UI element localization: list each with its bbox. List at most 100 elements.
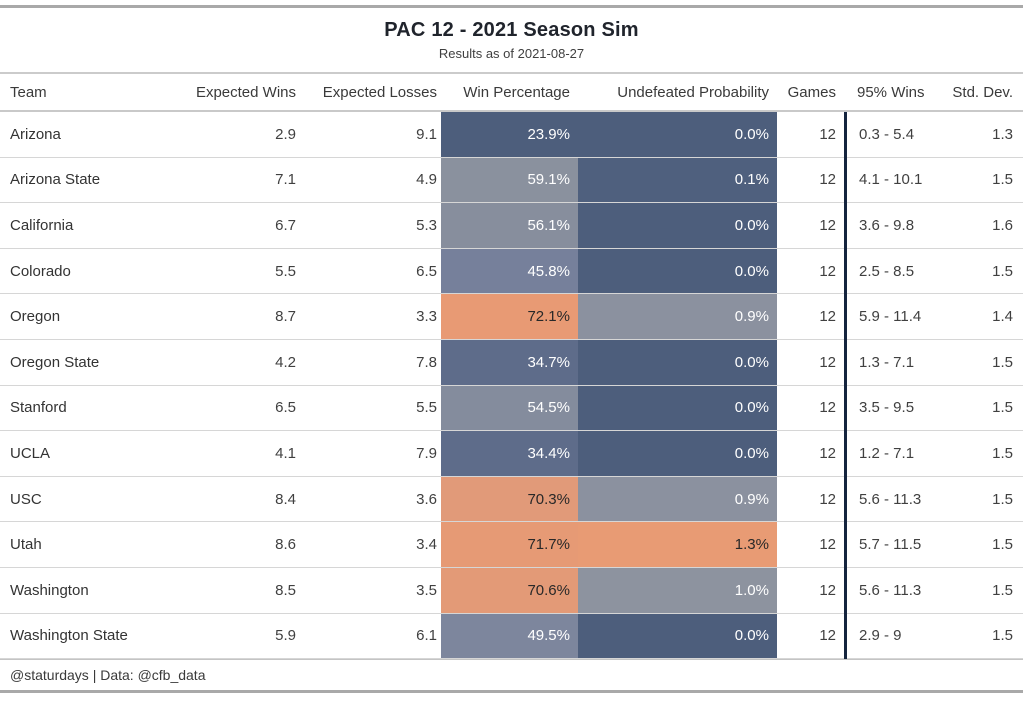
wins-95-range-cell: 0.3 - 5.4 <box>859 125 915 143</box>
expected-losses-cell: 3.4 <box>416 536 437 554</box>
games-cell: 12 <box>819 216 836 234</box>
std-dev-cell: 1.5 <box>992 262 1013 280</box>
team-name-cell: Arizona State <box>10 171 101 189</box>
table-row: Utah 8.6 3.4 71.7% 1.3% 12 5.7 - 11.5 1.… <box>0 522 1023 568</box>
games-cell: 12 <box>819 399 836 417</box>
undefeated-probability-cell: 1.3% <box>578 522 777 567</box>
expected-wins-cell: 5.9 <box>275 627 296 645</box>
games-cell: 12 <box>819 490 836 508</box>
wins-95-range-cell: 3.6 - 9.8 <box>859 216 915 234</box>
table-row: Arizona 2.9 9.1 23.9% 0.0% 12 0.3 - 5.4 … <box>0 112 1023 158</box>
table-row: Washington State 5.9 6.1 49.5% 0.0% 12 2… <box>0 613 1023 660</box>
games-cell: 12 <box>819 444 836 462</box>
page-subtitle: Results as of 2021-08-27 <box>438 46 585 61</box>
win-percentage-cell: 70.3% <box>441 476 578 522</box>
undefeated-probability-cell: 0.0% <box>578 203 777 248</box>
top-divider <box>0 5 1023 8</box>
table-row: California 6.7 5.3 56.1% 0.0% 12 3.6 - 9… <box>0 203 1023 249</box>
expected-wins-cell: 5.5 <box>275 262 296 280</box>
column-header-team: Team <box>10 83 47 101</box>
expected-losses-cell: 5.3 <box>416 216 437 234</box>
undefeated-probability-cell: 0.1% <box>578 157 777 203</box>
table-row: Oregon State 4.2 7.8 34.7% 0.0% 12 1.3 -… <box>0 339 1023 386</box>
wins-95-range-cell: 5.9 - 11.4 <box>859 308 922 326</box>
std-dev-cell: 1.5 <box>992 444 1013 462</box>
win-percentage-cell: 23.9% <box>441 112 578 157</box>
win-percentage-cell: 49.5% <box>441 613 578 659</box>
footer: @staturdays | Data: @cfb_data <box>0 660 1023 690</box>
wins-95-range-cell: 2.9 - 9 <box>859 627 902 645</box>
team-name-cell: USC <box>10 490 42 508</box>
table-row: Arizona State 7.1 4.9 59.1% 0.1% 12 4.1 … <box>0 157 1023 204</box>
credit-text: @staturdays | Data: @cfb_data <box>10 667 206 684</box>
std-dev-cell: 1.5 <box>992 399 1013 417</box>
page-title: PAC 12 - 2021 Season Sim <box>384 19 639 41</box>
games-cell: 12 <box>819 581 836 599</box>
wins-95-range-cell: 4.1 - 10.1 <box>859 171 923 189</box>
wins-95-range-cell: 5.7 - 11.5 <box>859 536 922 554</box>
expected-wins-cell: 4.2 <box>275 353 296 371</box>
expected-wins-cell: 4.1 <box>275 444 296 462</box>
undefeated-probability-cell: 0.0% <box>578 431 777 476</box>
table-row: USC 8.4 3.6 70.3% 0.9% 12 5.6 - 11.3 1.5 <box>0 476 1023 523</box>
column-header-expected-wins: Expected Wins <box>195 83 296 101</box>
expected-wins-cell: 8.4 <box>275 490 296 508</box>
expected-losses-cell: 4.9 <box>416 171 437 189</box>
expected-wins-cell: 7.1 <box>275 171 296 189</box>
win-percentage-cell: 34.7% <box>441 339 578 385</box>
win-percentage-cell: 59.1% <box>441 157 578 203</box>
win-percentage-cell: 70.6% <box>441 567 578 613</box>
column-header-std-dev: Std. Dev. <box>952 83 1013 101</box>
wins-95-range-cell: 2.5 - 8.5 <box>859 262 915 280</box>
expected-wins-cell: 2.9 <box>275 125 296 143</box>
expected-wins-cell: 8.6 <box>275 536 296 554</box>
table-row: Stanford 6.5 5.5 54.5% 0.0% 12 3.5 - 9.5… <box>0 385 1023 432</box>
expected-losses-cell: 7.9 <box>416 444 437 462</box>
season-sim-table: Team Expected Wins Expected Losses Win P… <box>0 74 1023 660</box>
undefeated-probability-cell: 1.0% <box>578 567 777 613</box>
win-percentage-cell: 45.8% <box>441 248 578 294</box>
expected-losses-cell: 3.6 <box>416 490 437 508</box>
team-name-cell: Stanford <box>10 399 67 417</box>
team-name-cell: Washington <box>10 581 89 599</box>
expected-wins-cell: 6.7 <box>275 216 296 234</box>
table-row: UCLA 4.1 7.9 34.4% 0.0% 12 1.2 - 7.1 1.5 <box>0 431 1023 477</box>
win-percentage-cell: 72.1% <box>441 294 578 339</box>
std-dev-cell: 1.5 <box>992 353 1013 371</box>
undefeated-probability-cell: 0.9% <box>578 294 777 339</box>
team-name-cell: Utah <box>10 536 42 554</box>
expected-wins-cell: 6.5 <box>275 399 296 417</box>
undefeated-probability-cell: 0.0% <box>578 339 777 385</box>
std-dev-cell: 1.6 <box>992 216 1013 234</box>
std-dev-cell: 1.5 <box>992 490 1013 508</box>
undefeated-probability-cell: 0.0% <box>578 248 777 294</box>
wins-95-range-cell: 5.6 - 11.3 <box>859 490 922 508</box>
std-dev-cell: 1.4 <box>992 308 1013 326</box>
column-header-undefeated-probability: Undefeated Probability <box>617 83 769 101</box>
column-header-games: Games <box>787 83 836 101</box>
team-name-cell: California <box>10 216 74 234</box>
games-cell: 12 <box>819 171 836 189</box>
win-percentage-cell: 54.5% <box>441 385 578 431</box>
team-name-cell: Oregon State <box>10 353 100 371</box>
expected-wins-cell: 8.7 <box>275 308 296 326</box>
team-name-cell: Arizona <box>10 125 61 143</box>
expected-losses-cell: 6.5 <box>416 262 437 280</box>
undefeated-probability-cell: 0.0% <box>578 385 777 431</box>
expected-losses-cell: 9.1 <box>416 125 437 143</box>
win-percentage-cell: 71.7% <box>441 522 578 567</box>
games-cell: 12 <box>819 125 836 143</box>
expected-losses-cell: 5.5 <box>416 399 437 417</box>
column-header-win-percentage: Win Percentage <box>463 83 570 101</box>
column-header-expected-losses: Expected Losses <box>322 83 437 101</box>
expected-losses-cell: 6.1 <box>416 627 437 645</box>
team-name-cell: UCLA <box>10 444 51 462</box>
std-dev-cell: 1.5 <box>992 171 1013 189</box>
undefeated-probability-cell: 0.0% <box>578 613 777 659</box>
expected-losses-cell: 7.8 <box>416 353 437 371</box>
table-body: Arizona 2.9 9.1 23.9% 0.0% 12 0.3 - 5.4 … <box>0 112 1023 660</box>
std-dev-cell: 1.5 <box>992 627 1013 645</box>
std-dev-cell: 1.5 <box>992 581 1013 599</box>
games-cell: 12 <box>819 353 836 371</box>
